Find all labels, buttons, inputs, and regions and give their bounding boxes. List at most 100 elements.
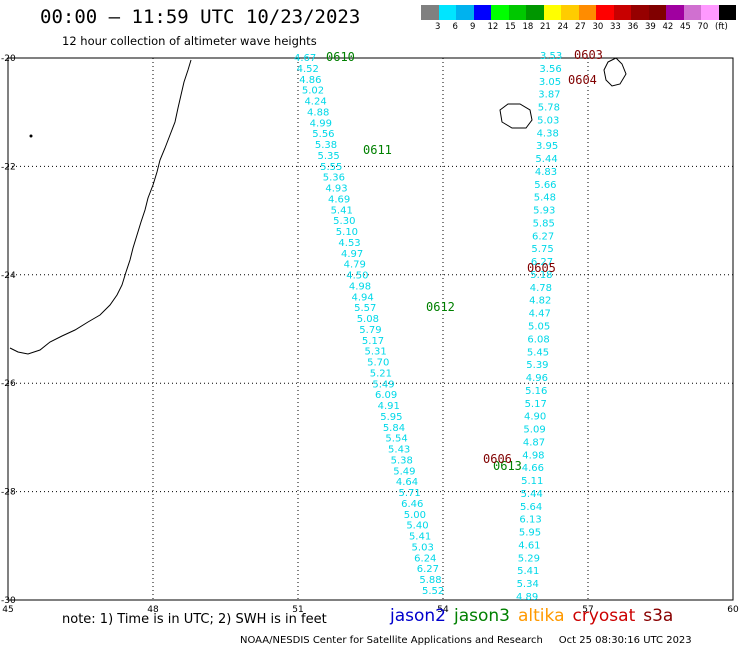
track2-wave-value: 6.27 — [532, 231, 554, 242]
y-tick-label: -26 — [1, 379, 16, 389]
legend-label: 3 — [435, 22, 441, 32]
track2-wave-value: 4.98 — [522, 450, 544, 461]
legend-swatch — [701, 5, 719, 20]
track2-wave-value: 5.18 — [530, 270, 552, 281]
track1-wave-value: 4.86 — [299, 75, 321, 86]
legend-swatch — [596, 5, 614, 20]
track1-wave-value: 6.27 — [417, 564, 439, 575]
map-frame — [7, 57, 734, 601]
legend-label: 42 — [662, 22, 674, 32]
x-tick-label: 60 — [727, 605, 739, 615]
track1-wave-value: 5.71 — [398, 488, 420, 499]
legend-label: 15 — [505, 22, 516, 32]
track2-wave-value: 6.08 — [527, 334, 549, 345]
track1-wave-value: 5.84 — [383, 423, 405, 434]
x-tick-label: 57 — [582, 605, 593, 615]
track2-wave-value: 5.41 — [517, 566, 539, 577]
track2-wave-value: 4.66 — [522, 463, 544, 474]
legend-swatch — [613, 5, 631, 20]
y-tick-label: -20 — [1, 54, 16, 64]
track2-wave-value: 4.89 — [516, 592, 538, 603]
track2-wave-value: 4.78 — [530, 283, 552, 294]
track1-wave-value: 6.09 — [375, 390, 397, 401]
track1-wave-value: 4.67 — [294, 53, 316, 64]
track1-wave-value: 6.46 — [401, 499, 423, 510]
legend-swatch — [718, 5, 736, 20]
footer-note: note: 1) Time is in UTC; 2) SWH is in fe… — [62, 612, 327, 627]
track2-wave-value: 5.34 — [517, 579, 539, 590]
legend-label: 12 — [487, 22, 499, 32]
track2-wave-value: 5.44 — [521, 489, 543, 500]
track1-wave-value: 5.49 — [393, 466, 415, 477]
y-tick-label: -22 — [1, 162, 16, 172]
track1-wave-value: 5.31 — [365, 347, 387, 358]
legend-swatch — [543, 5, 561, 20]
track2-wave-value: 4.47 — [529, 309, 551, 320]
legend-label: 39 — [645, 22, 656, 32]
satellite-legend: jason2 jason3 altika cryosat s3a — [390, 606, 681, 626]
track2-wave-value: 5.45 — [527, 347, 549, 358]
track1-wave-value: 4.94 — [351, 292, 373, 303]
track-jason3-values: 4.674.524.865.024.244.884.995.565.385.35… — [294, 53, 444, 597]
track1-wave-value: 5.03 — [412, 542, 434, 553]
legend-label: (ft) — [715, 22, 728, 32]
track2-wave-value: 3.87 — [538, 90, 560, 101]
legend-swatch — [666, 5, 684, 20]
track2-wave-value: 4.61 — [518, 540, 540, 551]
track1-wave-value: 4.79 — [344, 260, 366, 271]
legend-label: 30 — [592, 22, 604, 32]
track1-wave-value: 5.55 — [320, 162, 342, 173]
track2-wave-value: 5.29 — [518, 553, 540, 564]
track2-wave-value: 6.27 — [531, 257, 553, 268]
track-cryosat-values: 3.53 3.56 3.05 3.87 5.785.03 4.38 3.95 5.44 4.83… — [516, 51, 562, 603]
track1-wave-value: 4.93 — [325, 184, 347, 195]
track2-wave-value: 5.64 — [520, 502, 542, 513]
track2-wave-value: 3.05 — [539, 77, 561, 88]
track1-wave-value: 5.70 — [367, 358, 389, 369]
legend-swatch — [456, 5, 474, 20]
track1-wave-value: 4.97 — [341, 249, 363, 260]
track1-wave-value: 4.99 — [310, 118, 332, 129]
track1-wave-value: 5.36 — [323, 173, 345, 184]
legend-swatch — [491, 5, 509, 20]
mauritius-island — [603, 57, 627, 87]
pass-label: 0613 — [493, 459, 522, 473]
legend-label: 9 — [470, 22, 476, 32]
track1-wave-value: 6.24 — [414, 553, 436, 564]
credit-line: NOAA/NESDIS Center for Satellite Applica… — [240, 635, 692, 646]
page-title: 00:00 – 11:59 UTC 10/23/2023 — [40, 6, 361, 28]
small-island — [29, 134, 33, 138]
track2-wave-value: 5.16 — [525, 386, 547, 397]
grid-lines — [8, 58, 733, 600]
legend-swatch — [683, 5, 701, 20]
track1-wave-value: 4.24 — [304, 97, 326, 108]
legend-swatch — [508, 5, 526, 20]
color-scale-labels: 3 6 9 12 15 18 21 24 27 30 33 36 39 42 45 70 (ft) — [421, 22, 740, 34]
y-tick-label: -30 — [1, 596, 16, 606]
track1-wave-value: 4.52 — [297, 64, 319, 75]
track2-wave-value: 5.44 — [535, 154, 557, 165]
legend-label: 27 — [575, 22, 586, 32]
legend-label: 24 — [557, 22, 569, 32]
track1-wave-value: 5.95 — [380, 412, 402, 423]
track1-wave-value: 5.79 — [359, 325, 381, 336]
pass-label: 0604 — [568, 73, 597, 87]
track1-wave-value: 5.17 — [362, 336, 384, 347]
track2-wave-value: 4.82 — [529, 296, 551, 307]
x-tick-label: 51 — [292, 605, 303, 615]
track2-wave-value: 4.96 — [526, 373, 548, 384]
track1-wave-value: 5.02 — [302, 86, 324, 97]
satellite-name: jason3 — [454, 606, 510, 626]
track1-wave-value: 5.00 — [404, 510, 426, 521]
track1-wave-value: 4.88 — [307, 107, 329, 118]
track2-wave-value: 5.95 — [519, 528, 541, 539]
track2-wave-value: 5.93 — [533, 206, 555, 217]
track1-wave-value: 4.53 — [338, 238, 360, 249]
track1-wave-value: 5.08 — [357, 314, 379, 325]
x-tick-label: 45 — [2, 605, 13, 615]
satellite-name: s3a — [643, 606, 674, 626]
track1-wave-value: 5.41 — [409, 532, 431, 543]
track2-wave-value: 5.78 — [538, 103, 560, 114]
track2-wave-value: 3.56 — [539, 64, 561, 75]
